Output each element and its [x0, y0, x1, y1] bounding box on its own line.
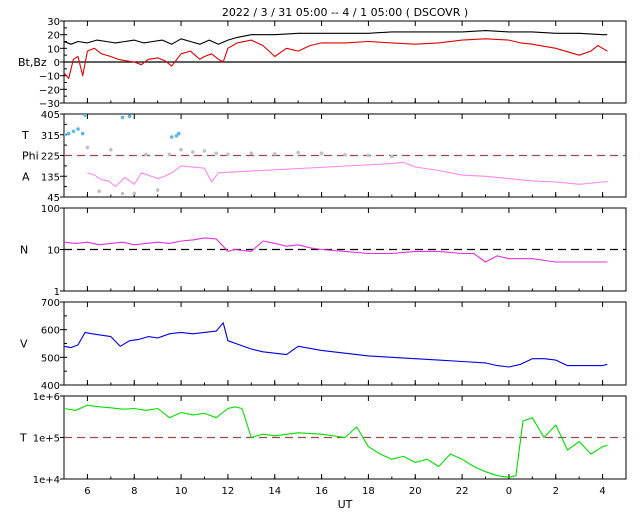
series-line-bz [64, 38, 608, 79]
series-point-phi [120, 115, 125, 120]
y-tick-label: 400 [41, 381, 60, 392]
panel-series [64, 30, 608, 79]
series-point-phi [155, 188, 160, 192]
panel-series [64, 404, 608, 478]
series-point-phi [272, 152, 277, 156]
series-point-phi [120, 191, 125, 196]
y-tick-label: 10 [47, 246, 60, 257]
y-tick-label: 315 [41, 131, 60, 142]
series-point-phi [179, 147, 183, 152]
x-tick-label: 12 [222, 486, 235, 497]
y-axis-label: T [21, 129, 29, 142]
series-point-phi [343, 153, 347, 157]
series-line-t [64, 404, 608, 478]
x-axis-ticks: 6 8 10 12 14 16 18 20 22 0 2 4 [84, 486, 606, 497]
x-tick-label: 2 [553, 486, 559, 497]
x-tick-label: 10 [175, 486, 188, 497]
y-axis-label: Bt,Bz [18, 56, 47, 69]
series-point-phi [80, 131, 85, 136]
panel-temperature: 1e+6 1e+5 1e+4 T [19, 392, 627, 486]
x-tick-label: 4 [599, 486, 605, 497]
series-point-phi [64, 132, 66, 137]
y-tick-label: −10 [39, 72, 60, 83]
y-axis-label: T [19, 432, 27, 445]
panel-series [64, 237, 608, 263]
x-tick-label: 22 [456, 486, 469, 497]
x-tick-label: 0 [506, 486, 512, 497]
series-point-phi [190, 150, 195, 154]
x-axis-label: UT [338, 498, 353, 511]
y-axis-label: A [22, 170, 30, 183]
panel-series [64, 114, 608, 196]
series-point-phi [97, 189, 101, 194]
panel-speed: 700 600 500 400 V [20, 298, 627, 392]
series-point-phi [127, 114, 132, 119]
x-tick-label: 14 [268, 486, 281, 497]
y-axis-label: Phi [22, 150, 39, 163]
y-tick-label: 600 [41, 326, 60, 337]
y-tick-label: 1 [54, 287, 60, 298]
chart-title: 2022 / 3 / 31 05:00 -- 4 / 1 05:00 ( DSC… [222, 6, 468, 19]
series-line-v [64, 322, 608, 368]
x-tick-label: 8 [131, 486, 137, 497]
series-point-phi [85, 145, 90, 150]
y-tick-label: 225 [41, 152, 60, 163]
y-tick-label: −30 [39, 99, 60, 110]
y-tick-label: 45 [47, 193, 60, 204]
y-tick-label: 405 [41, 110, 60, 121]
y-axis-label: N [20, 244, 28, 257]
y-tick-label: −20 [39, 85, 60, 96]
series-point-phi [226, 152, 230, 157]
y-tick-label: 1e+4 [33, 475, 60, 486]
series-point-phi [390, 154, 394, 159]
series-point-phi [132, 191, 137, 196]
x-tick-label: 6 [84, 486, 90, 497]
y-tick-label: 0 [54, 58, 60, 69]
y-tick-label: 20 [47, 31, 60, 42]
series-point-phi [319, 151, 324, 155]
series-point-phi [214, 151, 219, 155]
series-line-n [64, 237, 608, 263]
series-point-phi [249, 151, 254, 155]
y-tick-label: 135 [41, 172, 60, 183]
series-point-phi [169, 135, 174, 139]
x-tick-label: 18 [362, 486, 375, 497]
panel-mag: 30 20 10 0 −10 −20 −30 Bt,Bz [18, 17, 627, 110]
y-tick-label: 1e+6 [33, 392, 60, 403]
series-point-phi [83, 114, 87, 117]
x-tick-label: 20 [409, 486, 422, 497]
y-tick-label: 30 [47, 17, 60, 28]
series-point-phi [66, 131, 71, 136]
panel-frame [63, 301, 627, 386]
y-tick-label: 500 [41, 353, 60, 364]
y-axis-label: V [20, 338, 28, 351]
y-tick-label: 10 [47, 44, 60, 55]
series-point-phi [366, 153, 371, 158]
panel-angle: 405 315 225 135 45 T Phi A [21, 110, 627, 204]
panel-density: 100 10 1 N [20, 204, 627, 298]
series-line-phi [87, 161, 608, 188]
series-point-phi [109, 147, 113, 152]
series-point-phi [144, 152, 148, 157]
series-point-phi [296, 150, 300, 155]
series-point-phi [167, 152, 172, 157]
series-point-phi [174, 134, 179, 138]
series-point-phi [71, 129, 76, 134]
panel-series [64, 322, 608, 368]
x-tick-label: 16 [315, 486, 328, 497]
series-point-phi [176, 131, 181, 136]
series-point-phi [202, 149, 207, 153]
chart-panels: 3020100−10−20−30Bt,Bz40531522513545TPhiA… [18, 17, 627, 486]
y-tick-label: 700 [41, 298, 60, 309]
y-tick-label: 100 [41, 204, 60, 215]
series-point-phi [76, 127, 80, 131]
series-line-bt [64, 30, 608, 45]
y-tick-label: 1e+5 [33, 434, 60, 445]
